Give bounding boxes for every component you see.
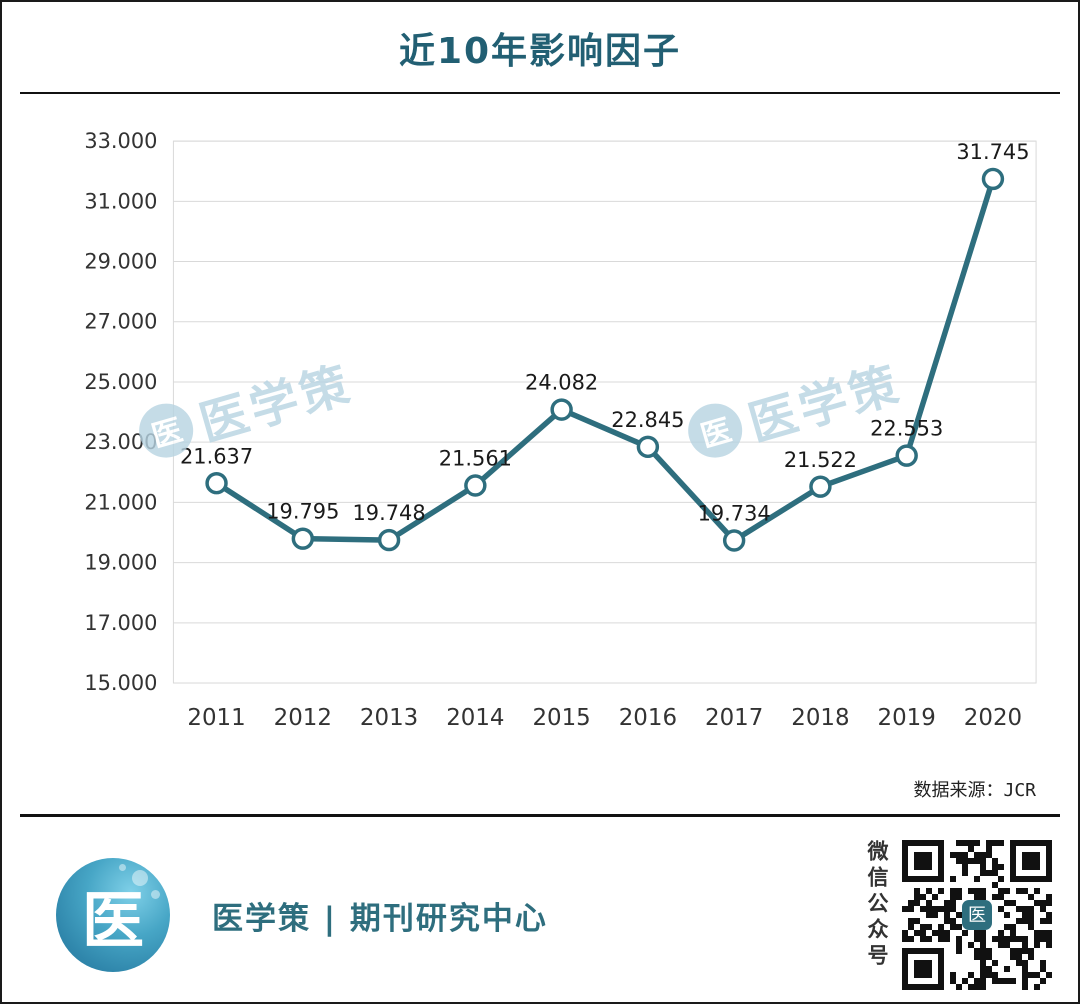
x-tick-label: 2018 bbox=[791, 705, 849, 731]
data-source-note: 数据来源：JCR bbox=[913, 780, 1036, 801]
qr-code: 医 bbox=[902, 840, 1052, 990]
brand-logo-icon: 医 bbox=[56, 858, 170, 972]
y-tick-label: 17.000 bbox=[84, 611, 157, 635]
x-tick-label: 2020 bbox=[964, 705, 1022, 731]
y-tick-label: 29.000 bbox=[84, 250, 157, 274]
data-point bbox=[895, 444, 918, 467]
brand-logo-glyph: 医 bbox=[81, 884, 144, 957]
data-label: 24.082 bbox=[525, 371, 598, 395]
x-tick-label: 2013 bbox=[360, 705, 418, 731]
y-tick-label: 21.000 bbox=[84, 490, 157, 514]
data-point bbox=[377, 528, 401, 552]
x-tick-label: 2014 bbox=[446, 705, 504, 731]
y-tick-label: 15.000 bbox=[84, 671, 157, 695]
data-label: 21.522 bbox=[784, 448, 857, 472]
chart-header: 近10年影响因子 bbox=[2, 2, 1078, 74]
data-label: 19.795 bbox=[266, 500, 339, 524]
y-tick-label: 31.000 bbox=[84, 189, 157, 213]
chart-area: 15.000 17.000 19.000 21.000 23.000 25.000 27.0… bbox=[22, 102, 1058, 762]
x-tick-label: 2015 bbox=[532, 705, 590, 731]
y-tick-label: 19.000 bbox=[84, 551, 157, 575]
x-tick-label: 2011 bbox=[187, 705, 245, 731]
data-label: 21.561 bbox=[439, 447, 512, 471]
bubble-decoration bbox=[151, 890, 160, 899]
y-tick-label: 27.000 bbox=[84, 310, 157, 334]
page-title: 近10年影响因子 bbox=[398, 31, 682, 72]
footer: 医 医学策 | 期刊研究中心 微信公众号 医 bbox=[2, 817, 1078, 997]
data-label: 19.748 bbox=[353, 501, 426, 525]
data-point bbox=[981, 167, 1005, 191]
x-tick-label: 2019 bbox=[878, 705, 936, 731]
qr-caption: 微信公众号 bbox=[865, 840, 889, 970]
data-label: 21.637 bbox=[180, 444, 253, 468]
bubble-decoration bbox=[132, 870, 148, 886]
data-point bbox=[722, 529, 746, 552]
data-point bbox=[550, 398, 573, 421]
data-point bbox=[291, 527, 315, 550]
header-divider bbox=[20, 92, 1060, 94]
bubble-decoration bbox=[119, 864, 126, 871]
x-tick-label: 2016 bbox=[619, 705, 677, 731]
data-point bbox=[636, 435, 660, 459]
plot-border bbox=[172, 140, 1037, 684]
y-tick-label: 23.000 bbox=[84, 430, 157, 454]
data-point bbox=[809, 475, 832, 498]
data-label: 22.845 bbox=[611, 408, 684, 432]
data-point bbox=[205, 472, 228, 495]
series-line bbox=[213, 176, 996, 544]
data-label: 22.553 bbox=[870, 417, 943, 441]
svg-text:医: 医 bbox=[968, 905, 986, 926]
x-tick-label: 2012 bbox=[274, 705, 332, 731]
x-tick-label: 2017 bbox=[705, 705, 763, 731]
y-tick-label: 33.000 bbox=[84, 129, 157, 153]
data-point bbox=[464, 474, 487, 497]
y-tick-label: 25.000 bbox=[84, 370, 157, 394]
data-label: 19.734 bbox=[698, 502, 771, 526]
line-chart: 15.000 17.000 19.000 21.000 23.000 25.000 27.0… bbox=[84, 129, 1037, 731]
brand-name: 医学策 | 期刊研究中心 bbox=[212, 900, 548, 937]
footer-divider bbox=[20, 814, 1060, 817]
data-label: 31.745 bbox=[956, 140, 1029, 164]
